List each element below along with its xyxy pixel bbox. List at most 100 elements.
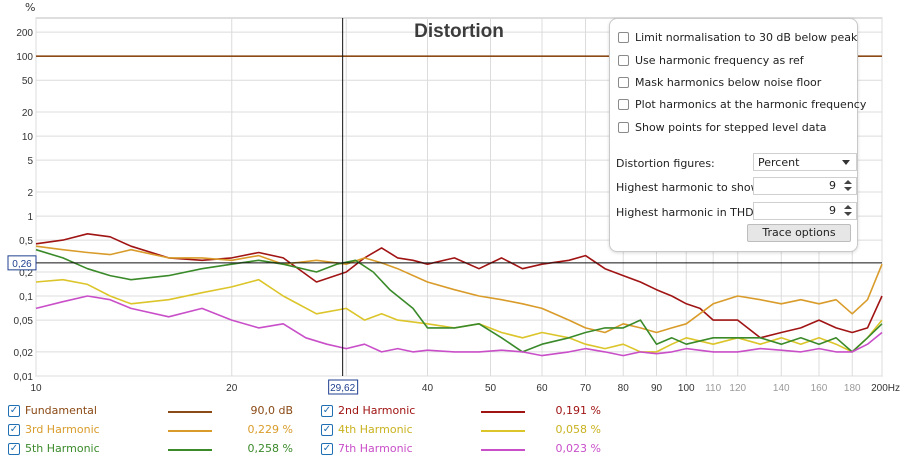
spinner-value: 9 bbox=[829, 179, 836, 192]
limit-normalisation-option[interactable]: Limit normalisation to 30 dB below peak bbox=[618, 29, 857, 45]
x-tick-label: 100 bbox=[678, 383, 695, 394]
y-tick-label: 5 bbox=[27, 156, 33, 167]
option-label: Show points for stepped level data bbox=[635, 120, 827, 134]
check-icon[interactable]: ✓ bbox=[8, 443, 20, 455]
cursor-y-readout-box bbox=[7, 255, 37, 271]
chart-title: Distortion bbox=[414, 21, 504, 42]
legend-swatch bbox=[481, 449, 525, 451]
x-tick-label: 50 bbox=[485, 383, 497, 394]
y-tick-label: 0,01 bbox=[14, 372, 34, 383]
use-harmonic-ref-option[interactable]: Use harmonic frequency as ref bbox=[618, 52, 804, 68]
x-tick-label: 160 bbox=[811, 383, 828, 394]
series-line-5th-harmonic bbox=[35, 248, 883, 353]
x-tick-label: 20 bbox=[226, 383, 238, 394]
highest-thd-label: Highest harmonic in THD: bbox=[616, 205, 758, 219]
legend-name: 7th Harmonic bbox=[338, 442, 413, 455]
legend-value: 90,0 dB bbox=[250, 404, 293, 417]
distortion-figures-select[interactable]: Percent bbox=[753, 153, 857, 171]
y-tick-label: 200 bbox=[16, 28, 33, 39]
series-line-3rd-harmonic bbox=[35, 245, 883, 334]
legend-value: 0,191 % bbox=[555, 404, 601, 417]
x-tick-label: 80 bbox=[618, 383, 630, 394]
legend-swatch bbox=[481, 430, 525, 432]
spinner-value: 9 bbox=[829, 204, 836, 217]
x-tick-label: 200Hz bbox=[871, 383, 900, 394]
checkbox[interactable] bbox=[618, 98, 629, 110]
y-tick-label: 0,2 bbox=[19, 268, 33, 279]
cursor-x-readout-box bbox=[328, 379, 359, 395]
highest-show-label: Highest harmonic to show: bbox=[616, 180, 763, 194]
spin-arrows-icon[interactable] bbox=[843, 205, 853, 217]
x-tick-label: 140 bbox=[773, 383, 790, 394]
option-label: Limit normalisation to 30 dB below peak bbox=[635, 30, 858, 44]
checkbox[interactable] bbox=[618, 76, 629, 88]
y-tick-label: 0,05 bbox=[14, 316, 34, 327]
series-line-7th-harmonic bbox=[35, 295, 883, 357]
option-label: Mask harmonics below noise floor bbox=[635, 75, 822, 89]
option-label: Use harmonic frequency as ref bbox=[635, 53, 804, 67]
y-tick-label: 1 bbox=[27, 212, 33, 223]
checkbox[interactable] bbox=[618, 31, 629, 43]
distortion-figures-label: Distortion figures: bbox=[616, 156, 715, 170]
highest-thd-row: Highest harmonic in THD: 9 bbox=[616, 202, 857, 220]
legend-item-fundamental[interactable]: ✓ Fundamental 90,0 dB bbox=[8, 403, 293, 419]
plot-at-harmonic-freq-option[interactable]: Plot harmonics at the harmonic frequency bbox=[618, 96, 866, 112]
x-tick-label: 90 bbox=[651, 383, 663, 394]
y-tick-label: 0,02 bbox=[14, 348, 34, 359]
mask-harmonics-option[interactable]: Mask harmonics below noise floor bbox=[618, 74, 821, 90]
legend-item-2nd-harmonic[interactable]: ✓ 2nd Harmonic 0,191 % bbox=[321, 403, 601, 419]
legend-item-4th-harmonic[interactable]: ✓ 4th Harmonic 0,058 % bbox=[321, 422, 601, 438]
checkbox[interactable] bbox=[618, 121, 629, 133]
legend-name: 4th Harmonic bbox=[338, 423, 413, 436]
highest-thd-spinner[interactable]: 9 bbox=[753, 202, 857, 220]
option-label: Plot harmonics at the harmonic frequency bbox=[635, 97, 867, 111]
legend-name: 3rd Harmonic bbox=[25, 423, 100, 436]
cursor-x-readout: 29,62 bbox=[330, 383, 355, 394]
check-icon[interactable]: ✓ bbox=[8, 405, 20, 417]
legend-swatch bbox=[168, 430, 212, 432]
show-points-option[interactable]: Show points for stepped level data bbox=[618, 119, 827, 135]
legend-name: 5th Harmonic bbox=[25, 442, 100, 455]
options-panel: Limit normalisation to 30 dB below peak … bbox=[609, 18, 866, 252]
x-tick-label: 110 bbox=[705, 383, 721, 394]
select-value: Percent bbox=[758, 155, 800, 169]
legend-item-7th-harmonic[interactable]: ✓ 7th Harmonic 0,023 % bbox=[321, 441, 601, 457]
legend-swatch bbox=[481, 411, 525, 413]
check-icon[interactable]: ✓ bbox=[321, 443, 333, 455]
legend-value: 0,058 % bbox=[555, 423, 601, 436]
x-tick-label: 40 bbox=[422, 383, 434, 394]
legend-value: 0,258 % bbox=[247, 442, 293, 455]
distortion-figures-row: Distortion figures: Percent bbox=[616, 153, 857, 171]
x-tick-label: 70 bbox=[580, 383, 592, 394]
x-tick-label: 180 bbox=[844, 383, 861, 394]
chevron-down-icon bbox=[842, 160, 850, 165]
y-tick-label: 50 bbox=[22, 76, 34, 87]
cursor-y-readout: 0,26 bbox=[12, 259, 32, 270]
legend-name: Fundamental bbox=[25, 404, 97, 417]
x-tick-label: 10 bbox=[30, 383, 42, 394]
check-icon[interactable]: ✓ bbox=[8, 424, 20, 436]
y-tick-label: 20 bbox=[22, 108, 34, 119]
y-tick-label: 0,1 bbox=[19, 292, 33, 303]
legend-item-3rd-harmonic[interactable]: ✓ 3rd Harmonic 0,229 % bbox=[8, 422, 293, 438]
y-tick-label: 0,5 bbox=[19, 236, 33, 247]
y-tick-label: 10 bbox=[22, 132, 34, 143]
y-unit-label: % bbox=[25, 1, 36, 14]
legend-value: 0,229 % bbox=[247, 423, 293, 436]
y-tick-label: 100 bbox=[16, 52, 33, 63]
legend-swatch bbox=[168, 411, 212, 413]
series-line-4th-harmonic bbox=[35, 278, 883, 353]
highest-show-spinner[interactable]: 9 bbox=[753, 177, 857, 195]
check-icon[interactable]: ✓ bbox=[321, 424, 333, 436]
legend-item-5th-harmonic[interactable]: ✓ 5th Harmonic 0,258 % bbox=[8, 441, 293, 457]
legend-name: 2nd Harmonic bbox=[338, 404, 416, 417]
x-tick-label: 60 bbox=[536, 383, 548, 394]
check-icon[interactable]: ✓ bbox=[321, 405, 333, 417]
legend-swatch bbox=[168, 449, 212, 451]
legend-value: 0,023 % bbox=[555, 442, 601, 455]
y-tick-label: 2 bbox=[27, 188, 33, 199]
spin-arrows-icon[interactable] bbox=[843, 180, 853, 192]
trace-options-button[interactable]: Trace options bbox=[747, 224, 851, 242]
checkbox[interactable] bbox=[618, 54, 629, 66]
x-tick-label: 120 bbox=[729, 383, 746, 394]
